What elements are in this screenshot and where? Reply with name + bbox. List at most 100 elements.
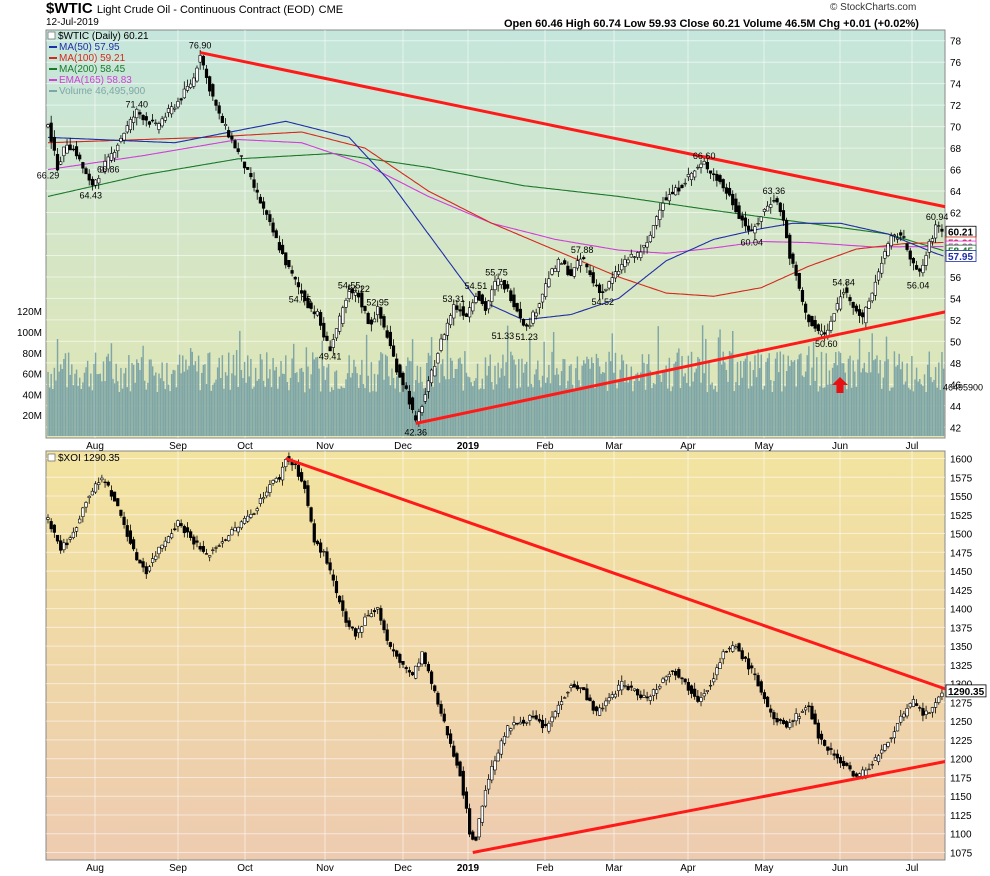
xoi-candle-body	[448, 733, 453, 744]
xoi-candle-body	[227, 535, 231, 542]
volume-bar	[934, 367, 937, 436]
volume-bar	[448, 379, 450, 436]
volume-bar	[781, 391, 783, 436]
wtic-x-tick-label: Jun	[832, 441, 848, 452]
volume-bar	[101, 381, 103, 436]
xoi-candle-body	[727, 647, 732, 650]
wtic-candle-body	[683, 182, 687, 185]
price-annotation: 71.40	[125, 100, 148, 110]
volume-bar	[874, 359, 877, 436]
wtic-candle-body	[182, 88, 186, 99]
volume-bar	[592, 363, 594, 436]
volume-bar	[785, 371, 788, 436]
volume-bar	[608, 351, 610, 436]
volume-bar	[725, 369, 728, 436]
xoi-candle-body	[372, 610, 377, 613]
volume-bar	[868, 352, 870, 436]
xoi-candle-body	[388, 642, 392, 647]
price-annotation: 53.31	[442, 294, 465, 304]
xoi-y-tick-label: 1600	[950, 455, 973, 466]
volume-bar	[579, 386, 582, 436]
xoi-candle-body	[280, 466, 285, 481]
xoi-candle-body	[696, 695, 700, 702]
wtic-x-tick-label: Aug	[86, 441, 104, 452]
xoi-candle-body	[705, 690, 709, 692]
wtic-x-tick-label: Sep	[169, 441, 187, 452]
volume-bar	[259, 354, 262, 436]
xoi-candle-body	[607, 697, 611, 702]
xoi-candle-body	[582, 687, 586, 691]
wtic-candle-body	[851, 301, 855, 308]
volume-bar	[635, 373, 637, 436]
price-annotation: 54.75	[289, 294, 312, 304]
xoi-x-tick-label: Jul	[906, 863, 919, 874]
wtic-candle-body	[414, 415, 418, 421]
volume-bar	[83, 372, 86, 436]
xoi-candle-body	[68, 537, 72, 540]
volume-bar	[189, 348, 192, 436]
volume-bar	[938, 362, 940, 436]
volume-bar	[381, 353, 384, 436]
wtic-candle-body	[477, 291, 481, 301]
xoi-candle-body	[559, 701, 564, 705]
volume-bar	[873, 360, 875, 436]
wtic-candle-body	[407, 390, 411, 405]
volume-bar	[847, 358, 850, 436]
legend-toggle-icon[interactable]	[47, 453, 56, 462]
volume-bar	[383, 379, 385, 436]
wtic-candle-body	[78, 154, 82, 160]
volume-bar	[817, 391, 820, 436]
legend-toggle-icon[interactable]	[47, 31, 56, 40]
wtic-candle-body	[471, 302, 475, 312]
xoi-candle-body	[658, 685, 662, 689]
volume-bar	[205, 383, 208, 436]
xoi-candle-body	[597, 707, 602, 716]
volume-bar	[308, 388, 311, 436]
volume-bar	[866, 372, 869, 436]
volume-bar	[693, 372, 696, 436]
volume-bar	[919, 379, 921, 436]
xoi-candle-body	[214, 547, 218, 549]
xoi-candle-body	[509, 728, 513, 732]
wtic-candle-body	[201, 55, 205, 66]
wtic-candle-body	[521, 319, 526, 326]
volume-bar	[849, 355, 851, 436]
xoi-candle-body	[813, 713, 817, 725]
wtic-candle-body	[572, 267, 576, 277]
volume-bar	[82, 382, 84, 436]
volume-bar	[177, 364, 179, 436]
volume-bar	[535, 369, 537, 436]
wtic-y-tick-label: 52	[950, 316, 962, 327]
xoi-candle-body	[208, 555, 212, 558]
volume-bar	[359, 374, 361, 436]
volume-bar	[641, 354, 644, 436]
volume-bar	[142, 345, 144, 436]
volume-bar	[440, 364, 442, 436]
volume-bar	[248, 376, 251, 436]
volume-bar	[904, 381, 907, 436]
volume-bar	[159, 378, 162, 436]
volume-bar	[556, 368, 558, 436]
wtic-candle-body	[759, 216, 763, 222]
wtic-candle-body	[772, 200, 776, 202]
volume-bar	[64, 353, 67, 436]
wtic-y-tick-label: 72	[950, 101, 962, 112]
wtic-x-tick-label: Mar	[605, 441, 623, 452]
xoi-candle-body	[604, 700, 608, 707]
wtic-candle-body	[832, 313, 836, 322]
volume-bar	[671, 386, 674, 436]
volume-bar	[752, 369, 755, 436]
wtic-legend-title: $WTIC (Daily) 60.21	[58, 31, 149, 42]
xoi-candle-body	[100, 477, 104, 481]
volume-bar	[386, 356, 388, 436]
wtic-candle-body	[582, 257, 586, 260]
volume-bar	[438, 382, 441, 436]
wtic-candle-body	[369, 319, 373, 325]
xoi-y-tick-label: 1175	[950, 773, 972, 784]
xoi-candle-body	[785, 721, 789, 728]
volume-bar	[350, 377, 352, 436]
volume-bar	[131, 362, 133, 436]
volume-bar	[738, 385, 740, 436]
xoi-candle-body	[141, 561, 145, 568]
wtic-candle-body	[867, 300, 871, 309]
